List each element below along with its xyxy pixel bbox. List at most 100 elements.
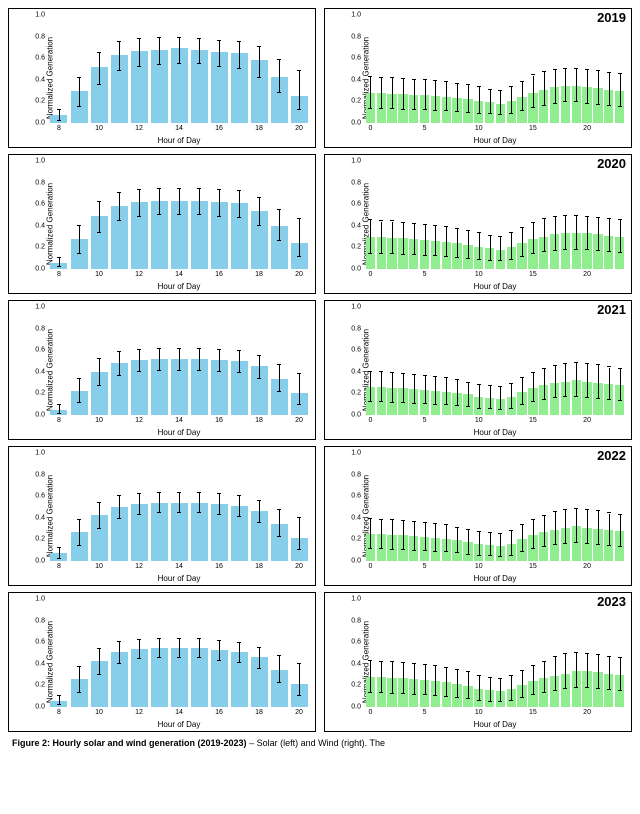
solar-panel: 0.00.20.40.60.81.0Normalized Generation8… <box>8 300 316 440</box>
ytick: 0.2 <box>25 536 45 543</box>
error-cap <box>157 657 161 658</box>
xtick: 0 <box>368 417 372 424</box>
xtick: 20 <box>295 563 303 570</box>
error-cap <box>237 662 241 663</box>
error-cap <box>433 404 437 405</box>
error-cap <box>531 74 535 75</box>
error-bar <box>620 515 621 547</box>
error-cap <box>177 214 181 215</box>
error-cap <box>157 64 161 65</box>
xtick: 12 <box>135 417 143 424</box>
error-cap <box>488 260 492 261</box>
error-bar <box>259 648 260 670</box>
error-bar <box>446 227 447 257</box>
ytick: 0.2 <box>25 98 45 105</box>
error-cap <box>297 549 301 550</box>
error-bar <box>279 510 280 537</box>
error-cap <box>297 373 301 374</box>
error-cap <box>237 642 241 643</box>
xtick: 15 <box>529 417 537 424</box>
error-bar <box>500 679 501 702</box>
error-bar <box>587 510 588 543</box>
error-cap <box>177 348 181 349</box>
error-bar <box>490 678 491 702</box>
error-bar <box>139 640 140 659</box>
error-cap <box>585 543 589 544</box>
xlabel: Hour of Day <box>365 720 625 729</box>
ytick: 0.6 <box>341 347 361 354</box>
error-cap <box>137 66 141 67</box>
error-cap <box>257 500 261 501</box>
error-cap <box>542 251 546 252</box>
error-cap <box>477 555 481 556</box>
error-cap <box>117 70 121 71</box>
error-cap <box>237 68 241 69</box>
year-label: 2020 <box>597 156 626 171</box>
error-cap <box>433 225 437 226</box>
error-cap <box>412 79 416 80</box>
error-cap <box>57 413 61 414</box>
error-bar <box>159 493 160 514</box>
error-cap <box>466 230 470 231</box>
error-cap <box>531 401 535 402</box>
error-bar <box>533 76 534 108</box>
error-cap <box>412 694 416 695</box>
ytick: 0.8 <box>25 179 45 186</box>
ytick: 0.0 <box>341 412 361 419</box>
error-cap <box>57 120 61 121</box>
ytick: 1.0 <box>25 158 45 165</box>
error-cap <box>618 400 622 401</box>
error-bar <box>179 493 180 514</box>
error-cap <box>277 655 281 656</box>
xtick: 20 <box>583 563 591 570</box>
error-bar <box>457 528 458 554</box>
ytick: 0.2 <box>341 98 361 105</box>
error-cap <box>297 109 301 110</box>
error-cap <box>563 363 567 364</box>
error-cap <box>488 555 492 556</box>
xtick: 12 <box>135 563 143 570</box>
error-cap <box>553 656 557 657</box>
error-bar <box>500 534 501 557</box>
ytick: 1.0 <box>341 450 361 457</box>
error-cap <box>488 408 492 409</box>
xtick: 15 <box>529 271 537 278</box>
error-cap <box>444 110 448 111</box>
error-cap <box>585 397 589 398</box>
error-cap <box>563 509 567 510</box>
ytick: 0.6 <box>341 493 361 500</box>
ytick: 0.4 <box>25 368 45 375</box>
error-cap <box>574 542 578 543</box>
error-bar <box>544 219 545 251</box>
error-cap <box>97 528 101 529</box>
error-cap <box>607 399 611 400</box>
error-cap <box>488 113 492 114</box>
error-bar <box>620 658 621 690</box>
ytick: 0.4 <box>341 76 361 83</box>
error-cap <box>531 548 535 549</box>
error-cap <box>117 495 121 496</box>
error-cap <box>137 349 141 350</box>
error-bar <box>139 350 140 372</box>
error-cap <box>488 677 492 678</box>
error-cap <box>466 258 470 259</box>
error-cap <box>237 516 241 517</box>
error-cap <box>157 348 161 349</box>
error-cap <box>412 663 416 664</box>
error-cap <box>117 375 121 376</box>
error-cap <box>444 256 448 257</box>
error-cap <box>509 555 513 556</box>
error-bar <box>490 236 491 262</box>
error-cap <box>520 256 524 257</box>
error-cap <box>553 365 557 366</box>
error-bar <box>425 225 426 256</box>
error-cap <box>117 663 121 664</box>
ytick: 0.4 <box>341 514 361 521</box>
error-cap <box>618 546 622 547</box>
error-cap <box>368 108 372 109</box>
error-cap <box>585 103 589 104</box>
error-bar <box>299 518 300 550</box>
error-bar <box>555 217 556 250</box>
error-cap <box>297 695 301 696</box>
error-cap <box>574 508 578 509</box>
